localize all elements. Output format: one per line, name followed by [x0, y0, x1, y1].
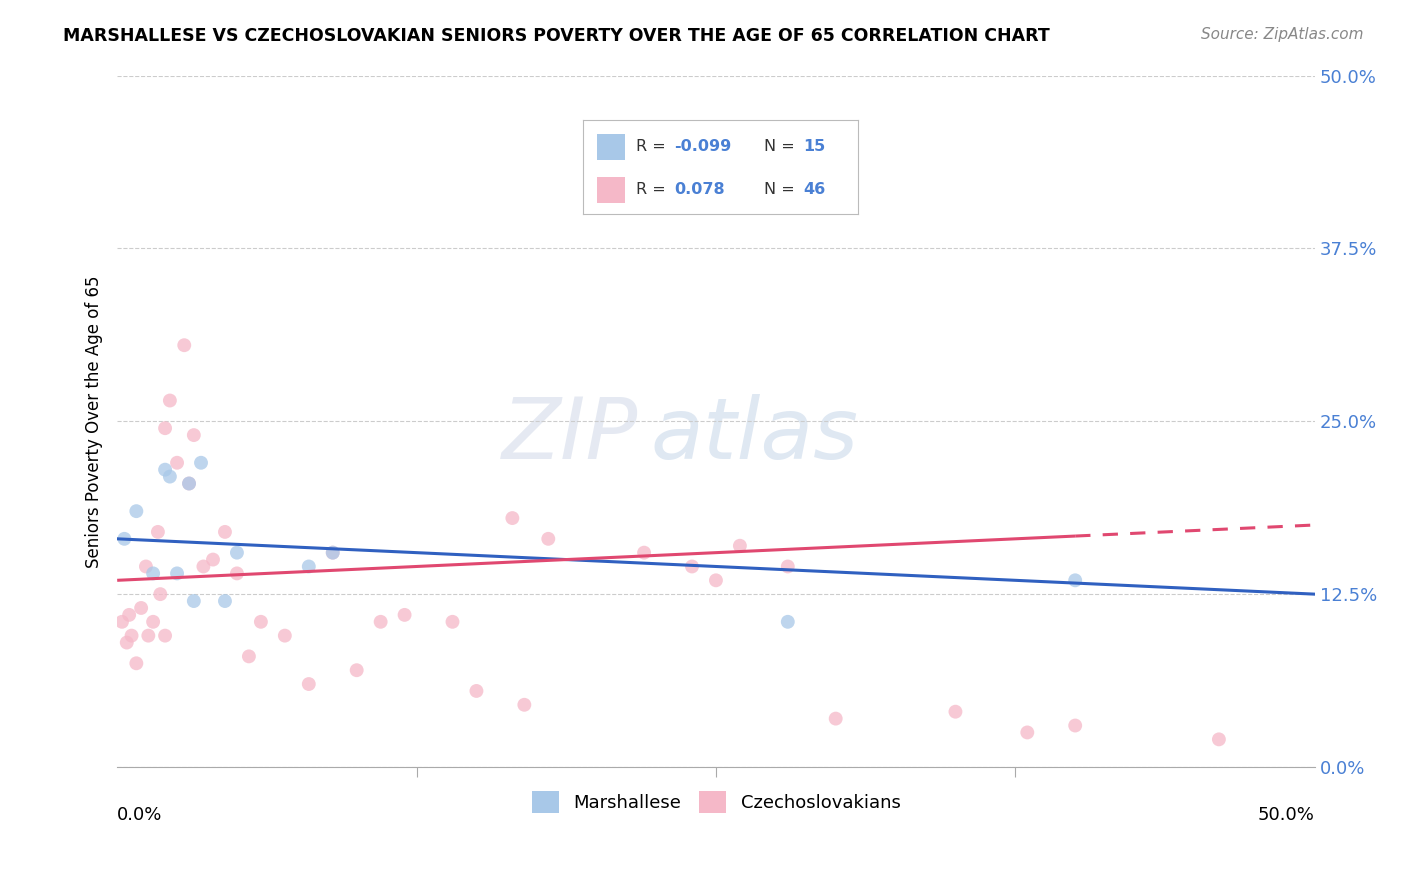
Text: 46: 46: [803, 182, 825, 197]
Bar: [598, 177, 624, 202]
Point: [298, 677, 321, 691]
Point: [201, 552, 224, 566]
Point: [135, 559, 157, 574]
Point: [274, 629, 297, 643]
Point: [322, 546, 344, 560]
Point: [346, 663, 368, 677]
Point: [322, 546, 344, 560]
Point: [125, 657, 148, 671]
Text: Source: ZipAtlas.com: Source: ZipAtlas.com: [1201, 27, 1364, 42]
Point: [681, 559, 703, 574]
Point: [166, 456, 188, 470]
Point: [465, 684, 488, 698]
Text: R =: R =: [636, 139, 671, 154]
Point: [112, 532, 135, 546]
Text: R =: R =: [636, 182, 675, 197]
Point: [177, 476, 200, 491]
Point: [585, 158, 607, 172]
Point: [159, 393, 181, 408]
Point: [142, 615, 165, 629]
Point: [173, 338, 195, 352]
Point: [945, 705, 967, 719]
Point: [1064, 574, 1087, 588]
Point: [177, 476, 200, 491]
Point: [226, 566, 249, 581]
Text: 0.078: 0.078: [673, 182, 724, 197]
Point: [824, 712, 846, 726]
Point: [776, 559, 799, 574]
Point: [537, 532, 560, 546]
Point: [190, 456, 212, 470]
Point: [1064, 718, 1087, 732]
Point: [728, 539, 751, 553]
Legend: Marshallese, Czechoslovakians: Marshallese, Czechoslovakians: [524, 784, 908, 821]
Point: [394, 607, 416, 622]
Point: [159, 469, 181, 483]
Text: ZIP: ZIP: [502, 393, 638, 476]
Text: 0.0%: 0.0%: [117, 805, 163, 823]
Y-axis label: Seniors Poverty Over the Age of 65: Seniors Poverty Over the Age of 65: [86, 275, 103, 567]
Point: [153, 463, 176, 477]
Point: [125, 504, 148, 518]
Text: N =: N =: [765, 139, 800, 154]
Point: [214, 594, 236, 608]
Point: [214, 524, 236, 539]
Text: N =: N =: [765, 182, 800, 197]
Point: [153, 421, 176, 435]
Text: MARSHALLESE VS CZECHOSLOVAKIAN SENIORS POVERTY OVER THE AGE OF 65 CORRELATION CH: MARSHALLESE VS CZECHOSLOVAKIAN SENIORS P…: [63, 27, 1050, 45]
Point: [704, 574, 727, 588]
Point: [226, 546, 249, 560]
Point: [513, 698, 536, 712]
Point: [166, 566, 188, 581]
Point: [193, 559, 215, 574]
Point: [111, 615, 134, 629]
Point: [136, 629, 159, 643]
Text: 15: 15: [803, 139, 825, 154]
Point: [183, 428, 205, 442]
Point: [153, 629, 176, 643]
Point: [441, 615, 464, 629]
Point: [633, 546, 655, 560]
Point: [776, 615, 799, 629]
Text: -0.099: -0.099: [673, 139, 731, 154]
Point: [238, 649, 260, 664]
Point: [121, 629, 143, 643]
Point: [370, 615, 392, 629]
Point: [1017, 725, 1039, 739]
Bar: [598, 134, 624, 160]
Point: [183, 594, 205, 608]
Text: atlas: atlas: [650, 393, 858, 476]
Point: [298, 559, 321, 574]
Point: [146, 524, 169, 539]
Point: [250, 615, 273, 629]
Point: [142, 566, 165, 581]
Text: 50.0%: 50.0%: [1258, 805, 1315, 823]
Point: [1208, 732, 1230, 747]
Point: [115, 635, 138, 649]
Point: [501, 511, 523, 525]
Point: [118, 607, 141, 622]
Point: [129, 601, 152, 615]
Point: [149, 587, 172, 601]
